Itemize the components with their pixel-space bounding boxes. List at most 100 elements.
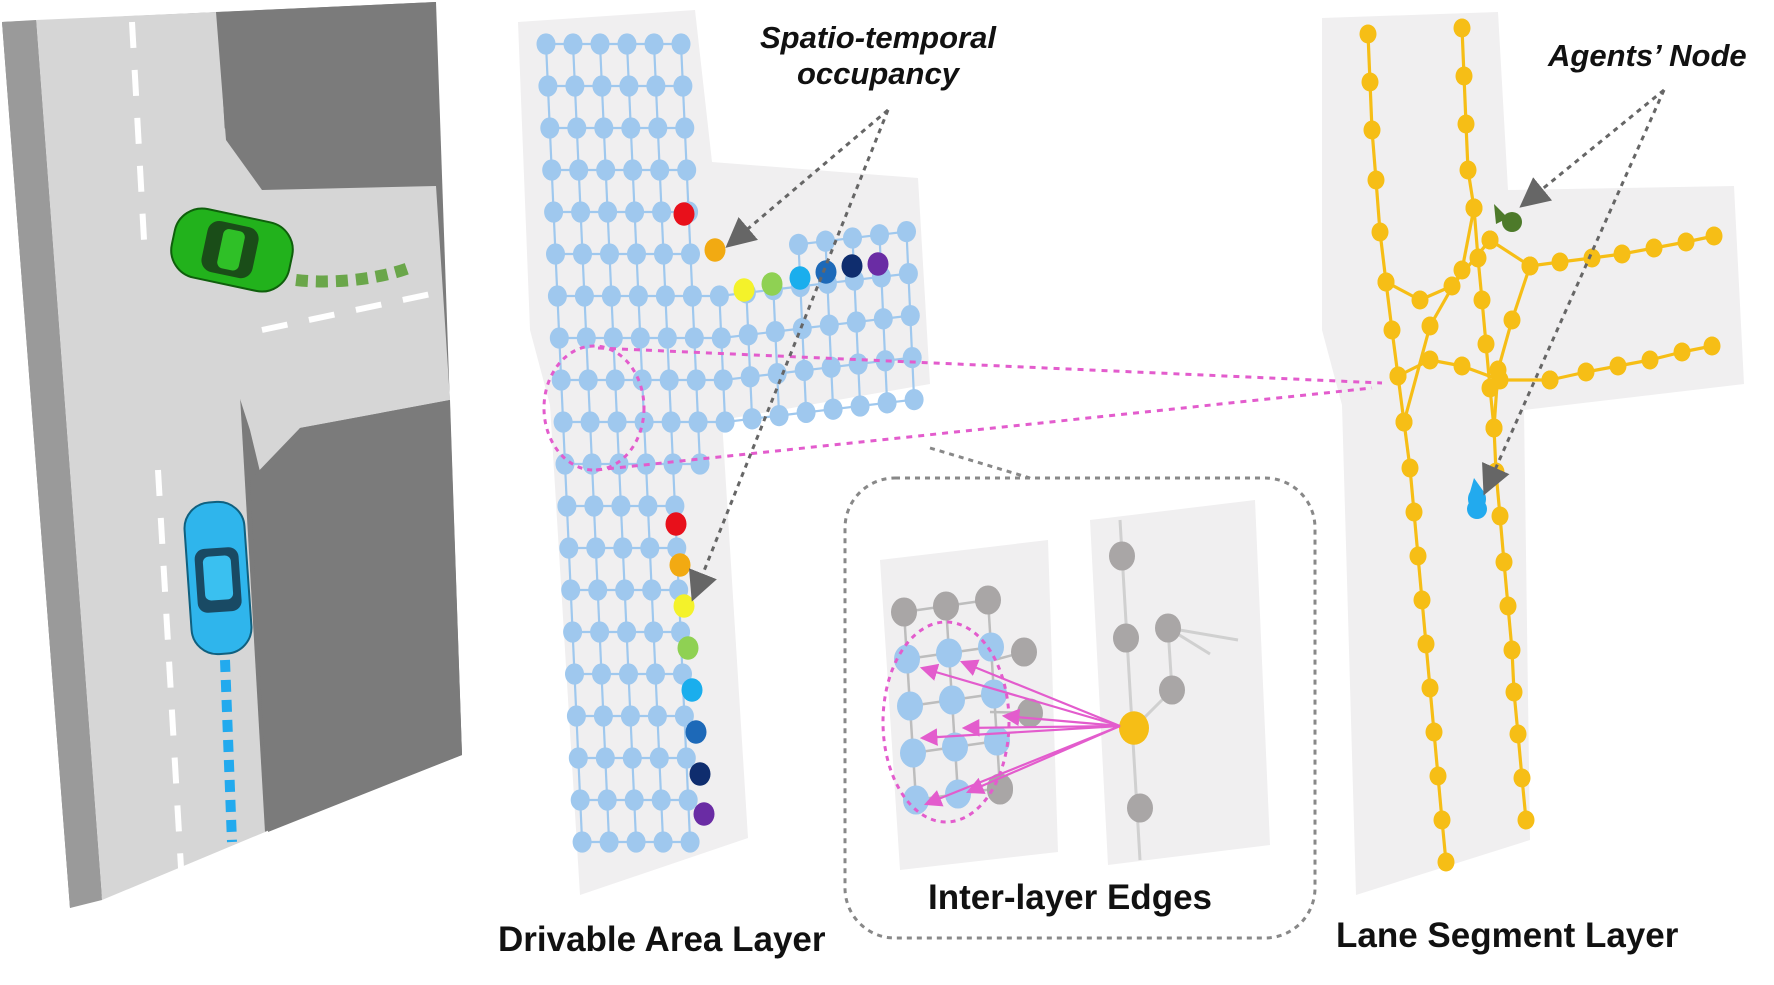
occupancy-node-agent-green bbox=[761, 272, 783, 296]
drivable-node bbox=[559, 537, 579, 559]
drivable-node bbox=[549, 327, 569, 349]
inset-drivable-node-active bbox=[903, 785, 929, 815]
drivable-node bbox=[632, 369, 652, 391]
drivable-node bbox=[673, 663, 692, 685]
drivable-node bbox=[652, 201, 672, 223]
lane-node bbox=[1513, 768, 1531, 788]
blue-car-trajectory bbox=[220, 659, 237, 843]
lane-node bbox=[1361, 72, 1379, 92]
drivable-node bbox=[684, 327, 704, 349]
highlight-ring-inset bbox=[881, 620, 1011, 824]
drivable-node bbox=[690, 453, 710, 475]
blue-car bbox=[183, 500, 253, 656]
inset-connector bbox=[929, 446, 1035, 480]
inset-graph bbox=[891, 519, 1239, 861]
drivable-node bbox=[688, 411, 708, 433]
drivable-node bbox=[600, 243, 619, 265]
lane-node bbox=[1377, 272, 1395, 292]
drivable-node bbox=[625, 201, 645, 223]
drivable-node bbox=[875, 350, 895, 372]
lane-segment-graph bbox=[1359, 18, 1723, 872]
drivable-node bbox=[654, 243, 673, 265]
drivable-node bbox=[873, 308, 893, 330]
drivable-node bbox=[642, 579, 662, 601]
road-scene-panel bbox=[2, 2, 462, 908]
drivable-node bbox=[661, 411, 681, 433]
inset-lane-node-active bbox=[1119, 711, 1149, 745]
occupancy-node-agent-green bbox=[867, 252, 889, 276]
green-car bbox=[170, 207, 294, 293]
drivable-node bbox=[713, 369, 733, 391]
drivable-node bbox=[586, 537, 606, 559]
lane-node bbox=[1583, 248, 1601, 268]
lane-node bbox=[1613, 244, 1631, 264]
lane-node bbox=[1521, 256, 1539, 276]
drivable-node bbox=[646, 75, 666, 97]
drivable-node bbox=[655, 285, 675, 307]
drivable-node bbox=[568, 747, 588, 769]
drivable-node bbox=[584, 495, 604, 517]
lane-node bbox=[1641, 350, 1659, 370]
drivable-node bbox=[709, 285, 729, 307]
inter-layer-edge bbox=[965, 724, 1121, 794]
drivable-node bbox=[843, 227, 862, 249]
lane-node bbox=[1395, 412, 1413, 432]
drivable-node bbox=[555, 453, 575, 475]
agent-node-blue-dot bbox=[1467, 499, 1487, 519]
lane-node bbox=[1491, 506, 1509, 526]
drivable-node bbox=[653, 831, 673, 853]
lane-node bbox=[1459, 160, 1477, 180]
drivable-node bbox=[850, 395, 870, 417]
inset-drivable-node-active bbox=[984, 726, 1010, 756]
drivable-node bbox=[742, 408, 762, 430]
lane-node bbox=[1421, 350, 1439, 370]
inter-layer-edge bbox=[1001, 708, 1121, 728]
drivable-node bbox=[646, 663, 665, 685]
drivable-node bbox=[657, 327, 677, 349]
lane-node bbox=[1409, 546, 1427, 566]
drivable-node bbox=[609, 453, 629, 475]
lane-node bbox=[1509, 724, 1527, 744]
drivable-node bbox=[680, 831, 700, 853]
lane-node bbox=[1383, 320, 1401, 340]
lane-node bbox=[1453, 260, 1471, 280]
lane-node bbox=[1455, 66, 1473, 86]
drivable-node bbox=[659, 369, 679, 391]
occupancy-node-agent-blue bbox=[669, 553, 691, 577]
drivable-node bbox=[621, 117, 641, 139]
lane-node bbox=[1551, 252, 1569, 272]
spatio-temporal-label: Spatio-temporal occupancy bbox=[760, 20, 996, 92]
drivable-node bbox=[877, 392, 897, 414]
drivable-node bbox=[628, 285, 648, 307]
inset-drivable-node bbox=[975, 585, 1001, 615]
drivable-node bbox=[617, 33, 637, 55]
lane-edge bbox=[1402, 325, 1432, 423]
drivable-node bbox=[765, 320, 785, 343]
drivable-node bbox=[738, 324, 758, 346]
drivable-node bbox=[620, 705, 640, 727]
drivable-node bbox=[624, 789, 644, 811]
drivable-node bbox=[648, 117, 668, 139]
occupancy-node-agent-green bbox=[841, 254, 863, 278]
occupancy-node-agent-green bbox=[789, 266, 811, 290]
agent-node-green-dot bbox=[1502, 212, 1522, 232]
drivable-area-panel bbox=[518, 10, 930, 895]
drivable-node bbox=[565, 75, 585, 97]
road-side-branch bbox=[216, 126, 450, 480]
drivable-node bbox=[623, 159, 643, 181]
drivable-node bbox=[789, 233, 808, 256]
drivable-node bbox=[542, 159, 562, 181]
drivable-node bbox=[650, 159, 670, 181]
inset-drivable-node-active bbox=[936, 638, 962, 668]
drivable-node bbox=[553, 411, 573, 433]
lane-node bbox=[1443, 276, 1461, 296]
drivable-node bbox=[794, 359, 814, 382]
inset-drivable-node-active bbox=[900, 738, 926, 768]
drivable-node bbox=[686, 369, 706, 391]
highlight-ring-drivable bbox=[542, 344, 646, 472]
drivable-node bbox=[540, 117, 560, 139]
drivable-node bbox=[594, 117, 614, 139]
lane-node bbox=[1703, 336, 1721, 356]
lane-node bbox=[1473, 290, 1491, 310]
drivable-node bbox=[626, 831, 646, 853]
